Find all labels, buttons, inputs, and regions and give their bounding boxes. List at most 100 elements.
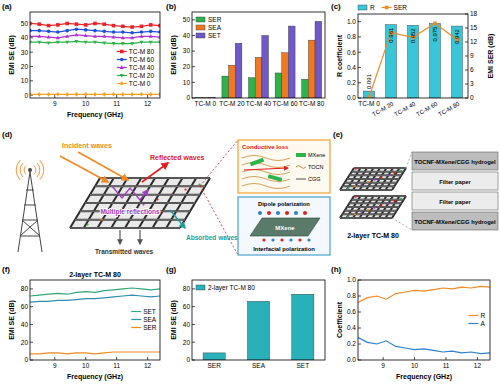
marker <box>75 22 79 26</box>
layer-label: TOCNF-MXene/CGG hydrogel <box>414 159 496 165</box>
category-label: TC-M 0 <box>194 100 216 107</box>
y-tick-label: 0.8 <box>347 292 356 299</box>
charge <box>271 238 274 241</box>
mesh-strand <box>354 167 406 169</box>
dipole <box>285 211 289 215</box>
chart-title: 2-layer TC-M 80 <box>69 271 121 279</box>
legend-swatch <box>196 25 205 30</box>
mesh-dot <box>367 209 369 211</box>
marker <box>93 22 97 26</box>
diagram-d: Incident wavesReflected wavesMultiple re… <box>16 140 330 255</box>
mesh-dot <box>380 176 382 178</box>
marker <box>102 34 106 38</box>
y-tick <box>358 312 361 313</box>
chart-panel: 0.00.20.40.60.81.09101112Frequency (GHz)… <box>336 276 490 381</box>
tower-beam <box>20 220 38 236</box>
signal-arc <box>16 160 20 180</box>
line <box>30 288 160 296</box>
marker <box>84 28 88 32</box>
y-tick-label: 60 <box>183 303 191 310</box>
y-tick <box>192 19 195 20</box>
y-tick <box>358 21 361 22</box>
marker <box>37 41 41 45</box>
charge <box>262 238 265 241</box>
marker <box>65 41 69 45</box>
mesh-highlight <box>345 182 397 183</box>
legend: RA <box>468 312 485 327</box>
legend-text: SET <box>143 308 156 315</box>
incident-arrow <box>60 156 108 182</box>
connector <box>200 186 238 255</box>
plot-frame <box>358 280 490 360</box>
y-tick <box>30 324 33 325</box>
mesh-strand <box>347 206 399 208</box>
marker <box>112 35 116 39</box>
mesh-highlight <box>100 178 210 179</box>
layer-label: TOCNF-MXene/CGG hydrogel <box>414 219 496 225</box>
marker <box>74 33 78 37</box>
marker <box>139 41 143 45</box>
bar <box>408 25 419 98</box>
marker <box>130 36 134 40</box>
legend-text: TC-M 40 <box>129 64 155 71</box>
bar <box>262 35 269 98</box>
category-label: TC-M 40 <box>393 100 417 117</box>
panel-label: (g) <box>166 265 177 274</box>
marker <box>149 34 153 38</box>
y-tick-label: 0 <box>186 356 190 363</box>
y2-tick <box>465 70 468 71</box>
y-tick-label: 30 <box>183 47 191 54</box>
x-tick-label: 10 <box>411 362 419 369</box>
layer <box>412 152 498 170</box>
marker <box>149 30 153 34</box>
mesh-strand <box>354 195 406 197</box>
y-tick <box>358 36 361 37</box>
mesh-dot <box>355 196 357 198</box>
layer <box>412 172 498 190</box>
x-tick-label: 9 <box>381 362 385 369</box>
marker <box>139 34 143 38</box>
plot-area <box>364 22 463 98</box>
tower-beam <box>22 220 38 221</box>
y-tick <box>192 66 195 67</box>
y-tick <box>192 306 195 307</box>
mesh-strand <box>347 178 399 180</box>
mesh-base <box>340 196 406 218</box>
mesh-highlight <box>349 203 401 204</box>
wave-label: Transmitted waves <box>95 248 154 255</box>
mesh-highlight <box>354 168 406 169</box>
y2-tick <box>465 56 468 57</box>
layer <box>412 212 498 230</box>
mesh-strand <box>352 171 404 173</box>
mesh-strand <box>100 177 210 179</box>
bar <box>364 91 375 98</box>
bar <box>235 43 242 98</box>
y-tick <box>192 35 195 36</box>
inset-box <box>238 140 330 193</box>
tower-beam <box>18 172 30 252</box>
marker <box>56 92 60 97</box>
legend-swatch <box>196 33 205 38</box>
x-tick-label: 9 <box>53 100 57 107</box>
mesh-highlight <box>95 186 205 187</box>
mxene-flake <box>250 158 265 167</box>
y-tick <box>358 344 361 345</box>
x-tick-label: 11 <box>113 100 120 107</box>
panel-label: (f) <box>2 265 10 274</box>
y2-tick <box>465 28 468 29</box>
dipole <box>276 211 280 215</box>
category-label: TC-M 80 <box>437 100 461 117</box>
y-tick <box>358 82 361 83</box>
legend-text: SER <box>143 324 157 331</box>
x-tick-label: 12 <box>474 362 482 369</box>
y-tick-label: 40 <box>183 321 191 328</box>
y-tick-label: 1.0 <box>347 276 356 283</box>
bar <box>203 353 225 360</box>
marker <box>112 42 116 46</box>
inset-title: Conductive loss <box>242 144 289 150</box>
y-tick-label: 50 <box>183 16 191 23</box>
mesh-strand <box>345 182 397 184</box>
mesh-highlight <box>85 203 195 204</box>
plot-area <box>30 288 160 354</box>
marker <box>121 92 125 97</box>
